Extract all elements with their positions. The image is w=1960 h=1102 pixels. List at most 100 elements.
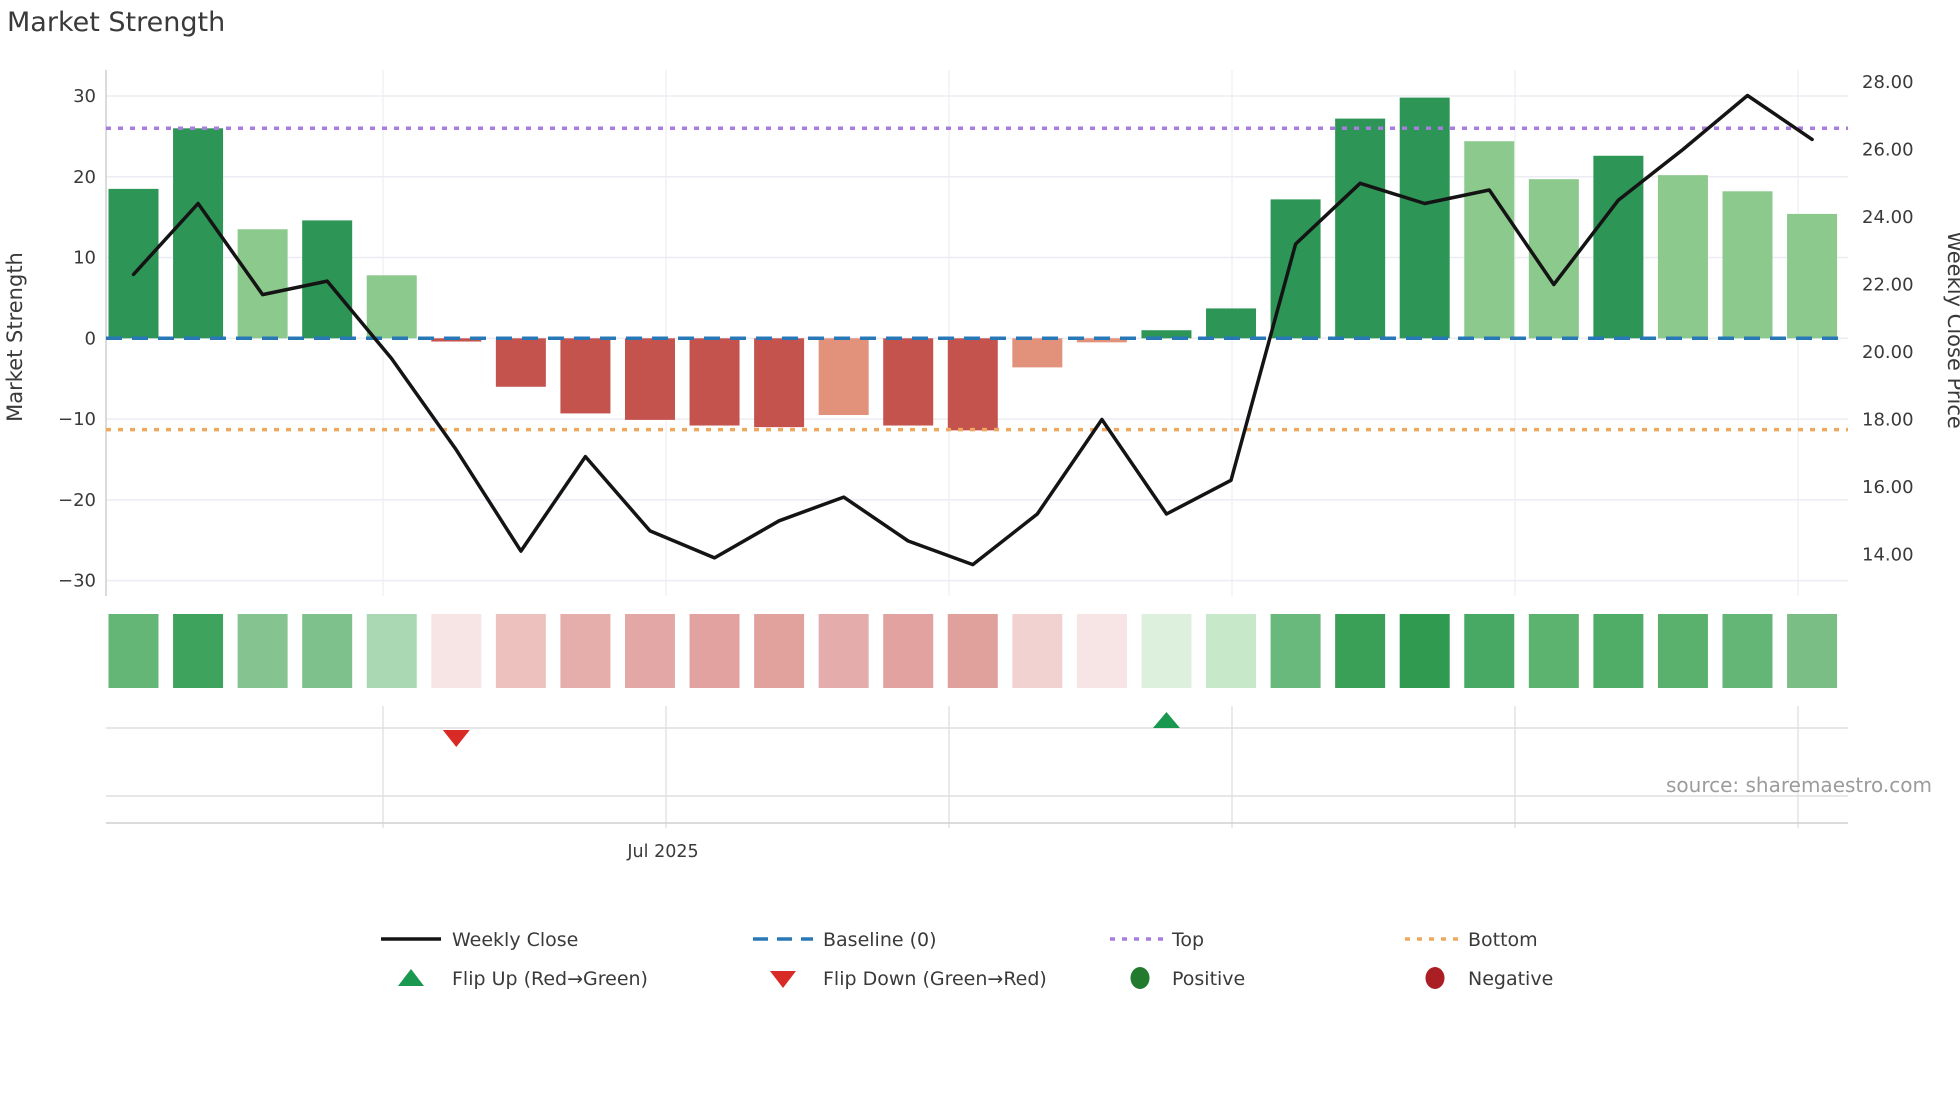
legend-item-positive[interactable]: Positive <box>1130 967 1246 990</box>
strength-bar-week-5[interactable] <box>366 275 417 339</box>
strength-bar-week-21[interactable] <box>1399 97 1450 339</box>
strength-bar-week-24[interactable] <box>1593 155 1644 339</box>
right-axis-tick: 18.00 <box>1862 410 1914 431</box>
reference-lines <box>106 126 1848 432</box>
left-axis-tick: 10 <box>73 248 96 269</box>
legend-item-weekly-close[interactable]: Weekly Close <box>381 929 578 951</box>
legend-label: Bottom <box>1468 929 1538 951</box>
source-note: source: sharemaestro.com <box>1666 773 1932 797</box>
heatmap-cell-week-18[interactable] <box>1206 614 1257 688</box>
axis-tick-labels: 30 20 10 0 −10 −20 −30 28.00 26.00 24.00 22.00 20.0… <box>58 72 1914 592</box>
right-axis-tick: 22.00 <box>1862 275 1914 296</box>
heatmap-cell-week-6[interactable] <box>431 614 482 688</box>
strength-bar-week-4[interactable] <box>302 220 353 339</box>
strength-bar-week-18[interactable] <box>1206 308 1257 339</box>
legend-label: Flip Up (Red→Green) <box>452 968 648 990</box>
legend-item-flip-up[interactable]: Flip Up (Red→Green) <box>398 968 648 990</box>
flip-down-marker[interactable] <box>442 730 470 747</box>
flip-up-marker[interactable] <box>1152 712 1180 728</box>
heatmap-cell-week-13[interactable] <box>883 614 934 688</box>
strength-bar-week-11[interactable] <box>754 338 805 428</box>
heatmap-cell-week-9[interactable] <box>624 614 675 688</box>
legend-label: Flip Down (Green→Red) <box>823 968 1047 990</box>
heatmap-cell-week-16[interactable] <box>1076 614 1127 688</box>
legend-item-negative[interactable]: Negative <box>1425 967 1554 990</box>
flip-down-triangle-icon <box>770 971 796 988</box>
heatmap-cell-week-24[interactable] <box>1593 614 1644 688</box>
legend-label: Top <box>1171 929 1204 951</box>
heatmap-cell-week-8[interactable] <box>560 614 611 688</box>
legend-item-top[interactable]: Top <box>1110 929 1204 951</box>
right-axis-tick: 28.00 <box>1862 72 1914 93</box>
heatmap-strip <box>108 614 1838 688</box>
x-axis-month-label: Jul 2025 <box>626 842 698 862</box>
strength-bar-week-26[interactable] <box>1722 191 1773 339</box>
heatmap-cell-week-12[interactable] <box>818 614 869 688</box>
legend-label: Baseline (0) <box>823 929 937 951</box>
strength-bar-week-2[interactable] <box>173 128 224 339</box>
flip-up-triangle-icon <box>398 969 424 986</box>
strength-bar-week-12[interactable] <box>818 338 869 416</box>
heatmap-cell-week-11[interactable] <box>754 614 805 688</box>
heatmap-cell-week-5[interactable] <box>366 614 417 688</box>
heatmap-cell-week-7[interactable] <box>495 614 546 688</box>
heatmap-cell-week-26[interactable] <box>1722 614 1773 688</box>
heatmap-cell-week-14[interactable] <box>947 614 998 688</box>
legend-item-flip-down[interactable]: Flip Down (Green→Red) <box>770 968 1047 990</box>
legend-label: Positive <box>1172 968 1245 990</box>
heatmap-cell-week-1[interactable] <box>108 614 159 688</box>
weekly-close-path[interactable] <box>131 93 1814 567</box>
strength-bar-week-22[interactable] <box>1464 141 1515 339</box>
right-axis-tick: 20.00 <box>1862 342 1914 363</box>
positive-dot-icon <box>1130 967 1150 989</box>
strength-bar-week-3[interactable] <box>237 229 288 339</box>
legend-label: Weekly Close <box>452 929 578 951</box>
left-axis-tick: 0 <box>85 328 96 349</box>
strength-bar-week-7[interactable] <box>495 338 546 387</box>
heatmap-cell-week-21[interactable] <box>1399 614 1450 688</box>
strength-bar-week-13[interactable] <box>883 338 934 426</box>
strength-bar-week-16[interactable] <box>1076 338 1127 343</box>
heatmap-cell-week-3[interactable] <box>237 614 288 688</box>
heatmap-cell-week-2[interactable] <box>173 614 224 688</box>
heatmap-cell-week-15[interactable] <box>1012 614 1063 688</box>
heatmap-cell-week-10[interactable] <box>689 614 740 688</box>
strength-bar-week-1[interactable] <box>108 188 159 339</box>
page-title: Market Strength <box>7 7 225 38</box>
strength-bar-week-15[interactable] <box>1012 338 1063 368</box>
heatmap-cell-week-4[interactable] <box>302 614 353 688</box>
strength-bar-week-25[interactable] <box>1657 175 1708 339</box>
weekly-close-line <box>131 93 1814 567</box>
strength-bar-week-10[interactable] <box>689 338 740 426</box>
right-axis-tick: 14.00 <box>1862 545 1914 566</box>
strength-bar-week-17[interactable] <box>1141 330 1192 339</box>
strength-bar-week-8[interactable] <box>560 338 611 414</box>
strength-bar-week-14[interactable] <box>947 338 998 431</box>
strength-bar-week-27[interactable] <box>1787 213 1838 339</box>
legend-item-baseline[interactable]: Baseline (0) <box>753 929 937 951</box>
negative-dot-icon <box>1425 967 1445 989</box>
left-axis-title: Market Strength <box>3 252 27 422</box>
left-axis-tick: −30 <box>58 571 96 592</box>
strength-bar-week-20[interactable] <box>1335 118 1386 339</box>
legend-item-bottom[interactable]: Bottom <box>1405 929 1538 951</box>
strength-bars <box>108 97 1838 431</box>
right-axis-title: Weekly Close Price <box>1943 231 1960 429</box>
heatmap-cell-week-22[interactable] <box>1464 614 1515 688</box>
heatmap-cell-week-23[interactable] <box>1528 614 1579 688</box>
heatmap-cell-week-25[interactable] <box>1657 614 1708 688</box>
left-axis-tick: −20 <box>58 490 96 511</box>
heatmap-cell-week-27[interactable] <box>1787 614 1838 688</box>
heatmap-cell-week-19[interactable] <box>1270 614 1321 688</box>
left-axis-tick: 30 <box>73 86 96 107</box>
heatmap-cell-week-17[interactable] <box>1141 614 1192 688</box>
right-axis-tick: 26.00 <box>1862 140 1914 161</box>
strength-bar-week-19[interactable] <box>1270 199 1321 339</box>
right-axis-tick: 16.00 <box>1862 477 1914 498</box>
flip-marker-band <box>106 706 1848 828</box>
right-axis-tick: 24.00 <box>1862 207 1914 228</box>
left-axis-tick: 20 <box>73 167 96 188</box>
heatmap-cell-week-20[interactable] <box>1335 614 1386 688</box>
strength-bar-week-9[interactable] <box>624 338 675 420</box>
